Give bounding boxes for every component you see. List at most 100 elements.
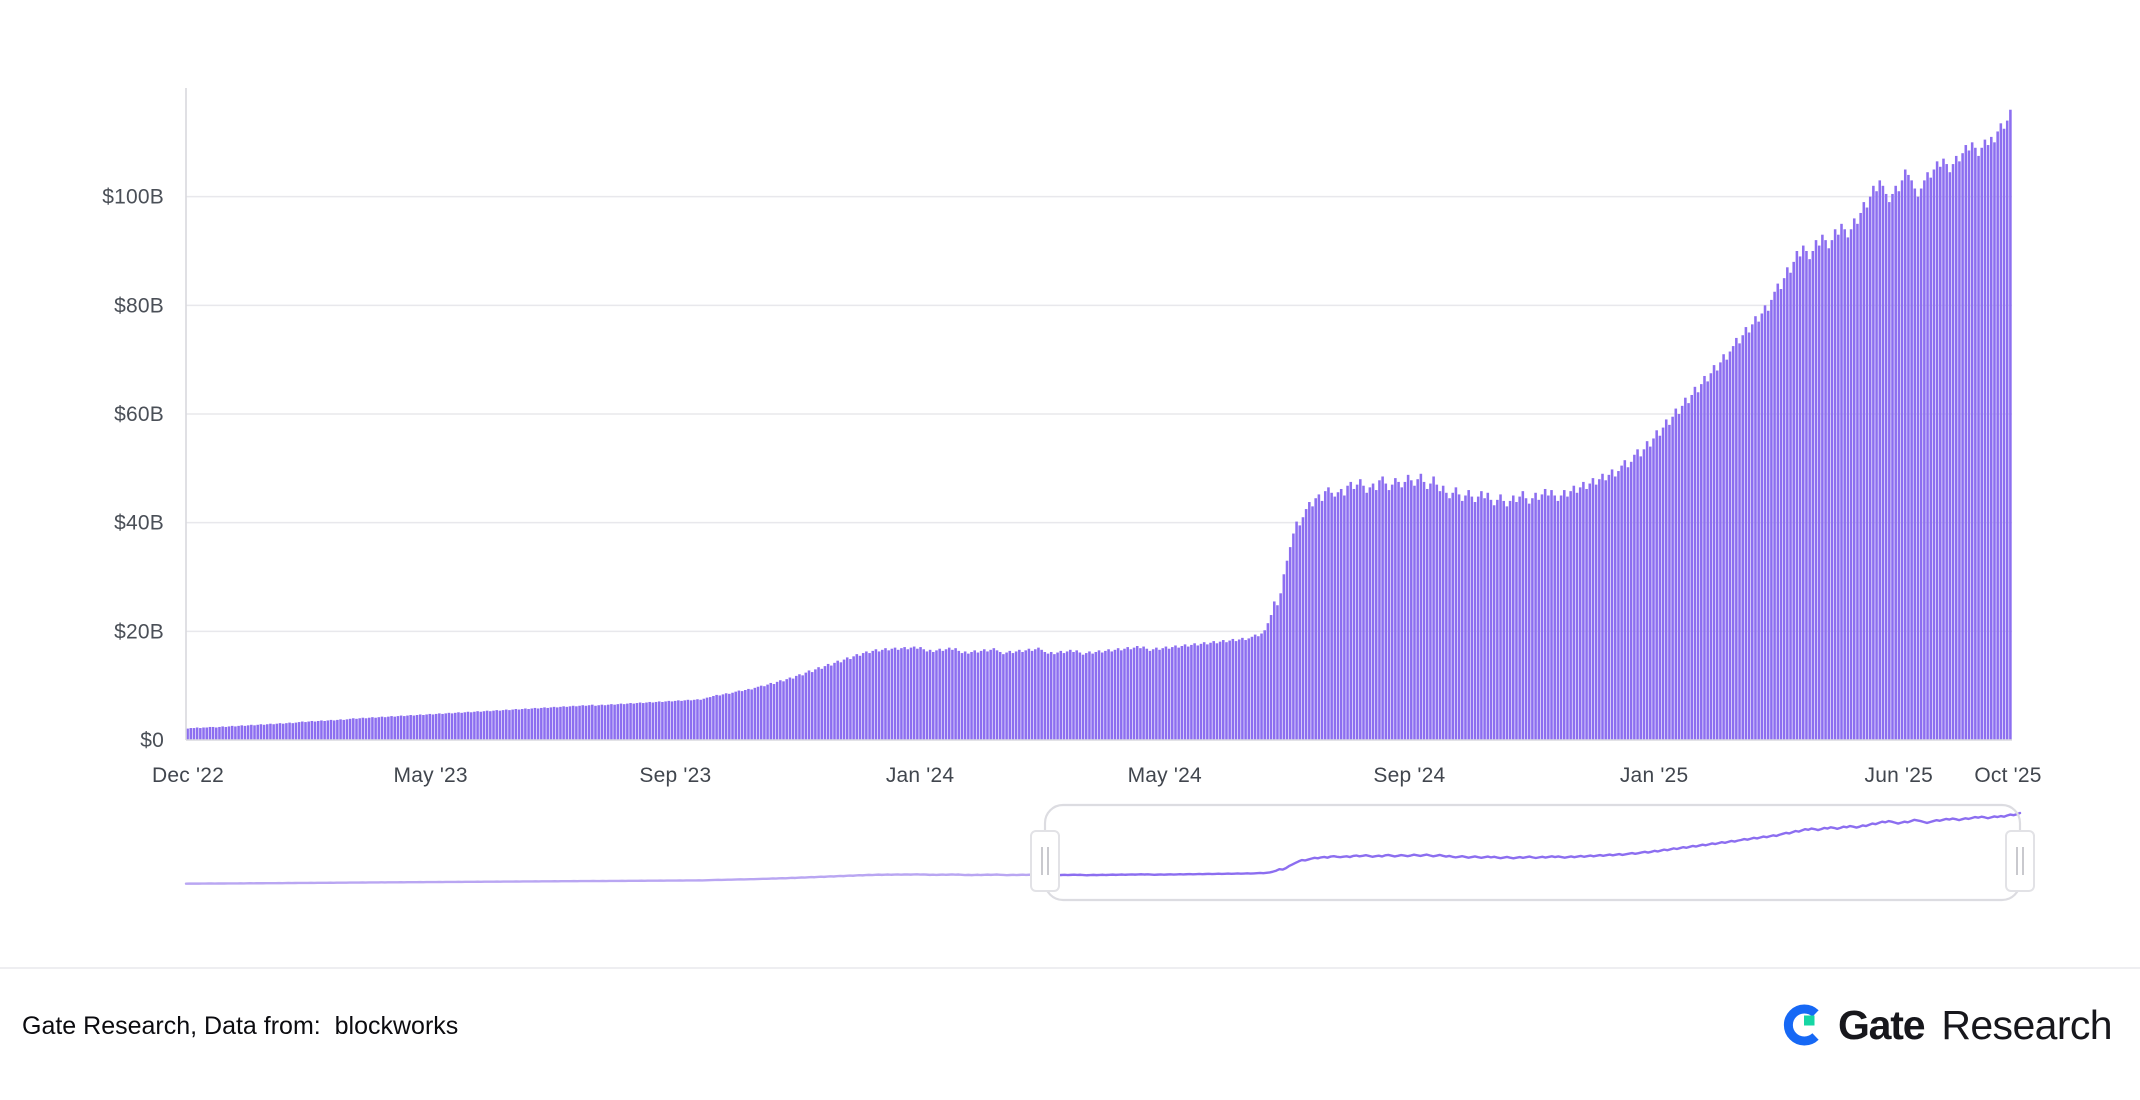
bar[interactable]	[1378, 480, 1381, 740]
bar[interactable]	[460, 712, 463, 740]
bar[interactable]	[1617, 471, 1620, 740]
bar[interactable]	[444, 713, 447, 740]
bar[interactable]	[1005, 652, 1008, 740]
bar[interactable]	[1801, 245, 1805, 740]
bar[interactable]	[1588, 483, 1592, 740]
bar[interactable]	[887, 650, 890, 740]
bar[interactable]	[1782, 278, 1786, 740]
bar[interactable]	[364, 718, 368, 740]
bar[interactable]	[1250, 636, 1254, 740]
bar[interactable]	[1865, 207, 1869, 740]
bar[interactable]	[495, 710, 498, 740]
bar[interactable]	[810, 672, 814, 740]
bar[interactable]	[1365, 492, 1368, 740]
bar[interactable]	[1680, 405, 1684, 740]
bar[interactable]	[489, 711, 492, 740]
bar[interactable]	[976, 652, 980, 740]
bar[interactable]	[393, 716, 397, 740]
bar[interactable]	[1273, 601, 1276, 740]
bar[interactable]	[1846, 237, 1850, 741]
bar[interactable]	[1642, 449, 1646, 740]
bar[interactable]	[1394, 478, 1397, 740]
bar[interactable]	[1314, 498, 1317, 740]
bar[interactable]	[1626, 467, 1630, 740]
bar[interactable]	[1180, 646, 1184, 740]
bar[interactable]	[1610, 469, 1614, 740]
bar[interactable]	[415, 715, 419, 740]
bar[interactable]	[1751, 324, 1754, 740]
bar[interactable]	[1110, 651, 1114, 740]
bar[interactable]	[1735, 337, 1738, 740]
bar[interactable]	[1639, 456, 1643, 740]
bar[interactable]	[403, 716, 406, 740]
bar[interactable]	[820, 668, 824, 740]
bar[interactable]	[1292, 533, 1295, 740]
bar[interactable]	[826, 663, 830, 740]
bar[interactable]	[336, 719, 339, 740]
bar[interactable]	[1550, 490, 1553, 740]
bar[interactable]	[1107, 649, 1110, 740]
bar[interactable]	[1884, 193, 1888, 740]
bar[interactable]	[1591, 478, 1595, 740]
bar[interactable]	[543, 707, 546, 740]
bar[interactable]	[1081, 654, 1085, 740]
bar[interactable]	[482, 711, 486, 740]
bar[interactable]	[1464, 495, 1467, 741]
bar[interactable]	[199, 728, 202, 740]
bar[interactable]	[514, 709, 518, 740]
bar[interactable]	[1594, 484, 1598, 740]
bar[interactable]	[1222, 640, 1225, 740]
bar[interactable]	[1986, 145, 1990, 741]
bar[interactable]	[348, 718, 352, 740]
bar[interactable]	[1018, 649, 1021, 740]
bar[interactable]	[705, 697, 709, 740]
bar[interactable]	[1977, 155, 1980, 741]
bar[interactable]	[1448, 498, 1451, 740]
bar[interactable]	[1269, 615, 1273, 740]
bar[interactable]	[740, 691, 744, 740]
bar[interactable]	[947, 647, 951, 740]
bar[interactable]	[1553, 495, 1556, 741]
bar[interactable]	[1741, 335, 1744, 740]
bar[interactable]	[1441, 485, 1445, 740]
bar[interactable]	[1263, 630, 1266, 740]
bar[interactable]	[1461, 500, 1464, 740]
bar[interactable]	[1932, 169, 1936, 741]
bar[interactable]	[1827, 248, 1831, 740]
bar[interactable]	[1521, 491, 1525, 740]
bar[interactable]	[1524, 498, 1528, 740]
bar[interactable]	[1786, 267, 1789, 740]
bar[interactable]	[1687, 403, 1690, 740]
bar[interactable]	[1234, 641, 1238, 740]
bar[interactable]	[1875, 191, 1878, 741]
bar[interactable]	[1970, 142, 1974, 740]
bar[interactable]	[1253, 634, 1257, 740]
bar[interactable]	[737, 690, 741, 740]
bar[interactable]	[979, 650, 983, 740]
bar[interactable]	[861, 653, 865, 740]
bar[interactable]	[673, 700, 677, 740]
bar[interactable]	[1712, 365, 1716, 740]
bar[interactable]	[1773, 291, 1776, 740]
bar[interactable]	[1795, 251, 1799, 740]
bar[interactable]	[657, 701, 661, 740]
bar[interactable]	[1744, 327, 1748, 740]
bar[interactable]	[616, 704, 620, 740]
bar[interactable]	[1766, 310, 1770, 740]
bar[interactable]	[1486, 492, 1490, 740]
bar[interactable]	[1725, 359, 1729, 740]
bar[interactable]	[1164, 646, 1168, 740]
bar[interactable]	[1473, 502, 1477, 740]
bar[interactable]	[1352, 488, 1356, 740]
bar[interactable]	[1722, 354, 1725, 740]
bar[interactable]	[1359, 479, 1362, 740]
bar[interactable]	[259, 724, 263, 740]
bar[interactable]	[409, 715, 412, 740]
bar[interactable]	[195, 727, 199, 741]
bar[interactable]	[1811, 251, 1815, 740]
bar[interactable]	[744, 690, 747, 740]
bar[interactable]	[1094, 651, 1098, 740]
bar[interactable]	[1585, 488, 1588, 740]
bar[interactable]	[422, 715, 425, 740]
bar[interactable]	[989, 649, 992, 740]
